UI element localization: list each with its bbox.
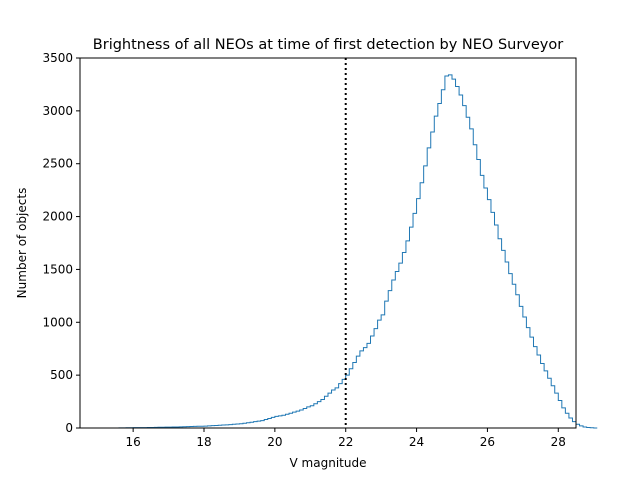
- y-tick-label: 0: [65, 421, 73, 435]
- x-tick-label: 24: [409, 435, 424, 449]
- axes-frame: [79, 57, 577, 429]
- x-axis-label: V magnitude: [290, 456, 367, 470]
- y-tick-label: 3000: [42, 104, 73, 118]
- y-tick-label: 3500: [42, 51, 73, 65]
- x-tick-label: 26: [480, 435, 495, 449]
- histogram-series: [97, 74, 598, 429]
- y-axis-label: Number of objects: [15, 188, 29, 299]
- y-axis: 0 500 1000 1500 2000 2500 3000 3500: [42, 51, 80, 435]
- plot-area: [97, 58, 598, 429]
- y-tick-label: 2500: [42, 157, 73, 171]
- y-tick-label: 500: [50, 368, 73, 382]
- x-tick-label: 18: [196, 435, 211, 449]
- chart-title: Brightness of all NEOs at time of first …: [93, 37, 563, 53]
- x-tick-label: 16: [126, 435, 141, 449]
- y-tick-label: 1500: [42, 262, 73, 276]
- x-axis: 16 18 20 22 24 26 28: [126, 428, 566, 449]
- x-tick-label: 28: [551, 435, 566, 449]
- x-tick-label: 22: [338, 435, 353, 449]
- y-tick-label: 1000: [42, 315, 73, 329]
- x-tick-label: 20: [267, 435, 282, 449]
- y-tick-label: 2000: [42, 210, 73, 224]
